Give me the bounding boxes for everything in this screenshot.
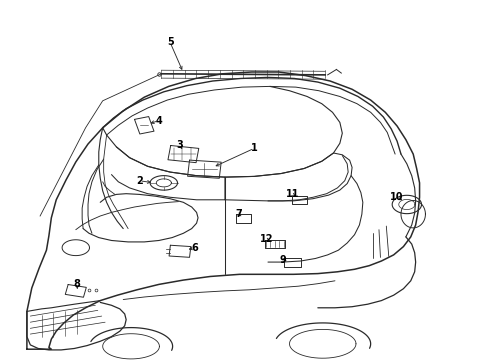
Text: 1: 1 <box>250 143 257 153</box>
Text: 10: 10 <box>389 192 403 202</box>
Text: 2: 2 <box>136 176 142 186</box>
Text: 4: 4 <box>155 116 162 126</box>
Text: 7: 7 <box>235 209 242 219</box>
Text: 6: 6 <box>191 243 198 253</box>
Text: 9: 9 <box>279 255 285 265</box>
Text: 3: 3 <box>176 140 183 150</box>
Text: 11: 11 <box>285 189 299 199</box>
Text: 5: 5 <box>166 37 173 48</box>
Text: 8: 8 <box>74 279 81 289</box>
Text: 12: 12 <box>259 234 273 244</box>
